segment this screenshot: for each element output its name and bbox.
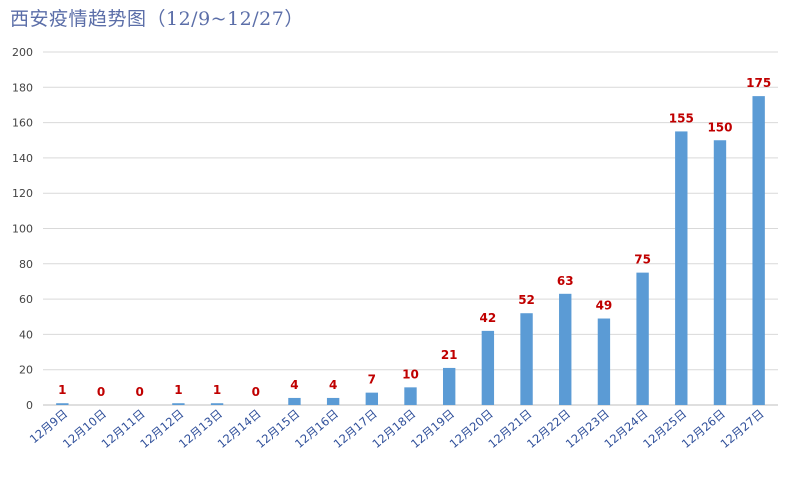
y-tick-label: 160 [12,117,33,130]
data-label: 0 [136,385,144,399]
data-label: 4 [329,378,337,392]
y-tick-label: 180 [12,81,33,94]
data-label: 21 [441,348,458,362]
data-label: 52 [518,293,535,307]
y-tick-label: 140 [12,152,33,165]
y-tick-label: 80 [19,258,33,271]
bar [520,313,533,405]
x-tick-label: 12月27日 [718,407,767,451]
data-label: 7 [368,373,376,387]
data-label: 63 [557,274,574,288]
bar [559,293,572,405]
bar [442,367,456,405]
data-label: 175 [746,76,771,90]
data-label: 1 [213,383,221,397]
data-label: 75 [634,253,651,267]
data-label: 0 [252,385,260,399]
data-label: 4 [290,378,298,392]
y-tick-label: 100 [12,223,33,236]
gridlines [43,51,778,406]
bar [365,392,379,405]
y-tick-label: 40 [19,328,33,341]
chart-title: 西安疫情趋势图（12/9~12/27） [10,8,304,30]
x-axis-ticks: 12月9日12月10日12月11日12月12日12月13日12月14日12月15… [27,407,767,451]
y-tick-label: 60 [19,293,33,306]
bar [288,397,301,405]
data-label: 150 [707,120,732,134]
bar [636,272,649,405]
data-label: 42 [480,311,497,325]
data-label: 1 [174,383,182,397]
bar [326,397,340,405]
data-label: 10 [402,367,419,381]
y-tick-label: 20 [19,364,33,377]
bars [56,96,765,406]
bar [597,318,611,405]
data-label: 49 [596,299,613,313]
bar [675,131,688,406]
bar [481,330,495,405]
bar [56,403,69,405]
bar [752,96,765,405]
y-tick-label: 0 [26,399,33,412]
data-label: 155 [669,111,694,125]
data-label: 0 [97,385,105,399]
y-tick-label: 120 [12,187,33,200]
y-tick-label: 200 [12,46,33,59]
bar [210,403,224,405]
bar [172,403,185,405]
data-label: 1 [58,383,66,397]
y-axis-ticks: 0 20 40 60 80 100 120 140 160 180 200 [12,46,33,412]
bar [713,140,727,405]
bar [404,387,417,405]
